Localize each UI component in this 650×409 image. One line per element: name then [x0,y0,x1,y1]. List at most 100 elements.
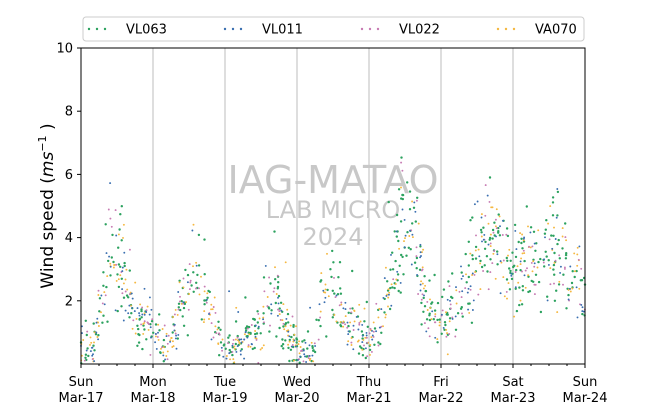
data-point [489,242,492,245]
data-point [471,272,474,275]
data-point [555,289,558,292]
data-point [398,247,401,250]
data-point [468,302,471,305]
data-point [551,196,555,199]
data-point [535,242,538,245]
data-point [409,229,411,232]
data-point [467,240,470,243]
data-point [121,288,124,291]
data-point [499,225,501,228]
data-point [166,342,169,345]
data-point [124,309,127,312]
legend-label: VL011 [262,23,303,38]
data-point [195,287,197,290]
data-point [476,200,479,203]
legend-marker [231,27,235,31]
data-point [389,286,392,290]
data-point [370,350,373,353]
data-point [177,306,180,309]
data-point [325,335,328,338]
data-point [557,238,560,242]
data-point [319,324,322,328]
data-point [229,350,233,354]
data-point [421,293,424,296]
data-point [492,231,495,234]
data-point [382,296,385,299]
data-point [380,308,383,311]
data-point [176,337,179,340]
data-point [399,220,403,223]
data-point [443,321,447,324]
data-point [182,286,185,289]
data-point [290,335,293,339]
data-point [553,299,557,302]
data-point [145,309,148,312]
data-point [192,223,195,226]
data-point [385,294,388,297]
data-point [520,257,523,260]
data-point [415,267,418,270]
legend-marker [239,27,243,31]
data-point [559,265,562,268]
data-point [93,331,96,334]
y-tick-label: 6 [65,168,73,183]
data-point [395,230,398,233]
y-tick-label: 2 [65,294,73,309]
data-point [467,287,470,290]
data-point [475,234,477,237]
data-point [227,336,230,339]
data-point [136,344,139,347]
data-point [519,232,522,235]
data-point [532,230,536,233]
data-point [203,290,206,293]
data-point [527,274,530,277]
legend-item-VL063: VL063 [87,23,167,38]
data-point [339,321,342,324]
data-point [186,334,189,337]
data-point [304,341,307,344]
x-tick-date: Mar-18 [131,391,176,406]
data-point [143,328,146,331]
data-point [378,326,381,329]
data-point [114,209,117,212]
data-point [520,237,523,240]
data-point [543,265,546,268]
data-point [145,338,148,341]
data-point [289,324,292,327]
data-point [295,341,298,344]
data-point [282,325,285,328]
data-point [333,276,335,279]
data-point [115,234,118,237]
data-point [555,216,558,219]
legend-marker [512,27,516,31]
data-point [128,304,131,307]
data-point [173,329,176,332]
data-point [362,338,365,341]
data-point [277,296,279,299]
data-point [484,240,487,244]
data-point [377,344,380,347]
data-point [189,279,192,282]
x-tick-day: Thu [356,375,381,390]
data-point [474,245,478,249]
data-point [370,336,373,339]
data-point [364,347,367,350]
data-point [456,312,460,315]
data-point [143,313,146,316]
data-point [190,284,193,287]
data-point [529,226,533,229]
data-point [451,317,454,320]
data-point [407,246,410,249]
data-point [340,301,343,304]
data-point [483,264,486,267]
data-point [419,251,422,254]
data-point [361,334,364,337]
data-point [237,339,239,342]
data-point [172,345,175,348]
data-point [147,328,150,331]
data-point [479,262,482,265]
data-point [105,285,108,289]
data-point [494,225,497,228]
data-point [186,273,190,277]
data-point [448,333,451,335]
